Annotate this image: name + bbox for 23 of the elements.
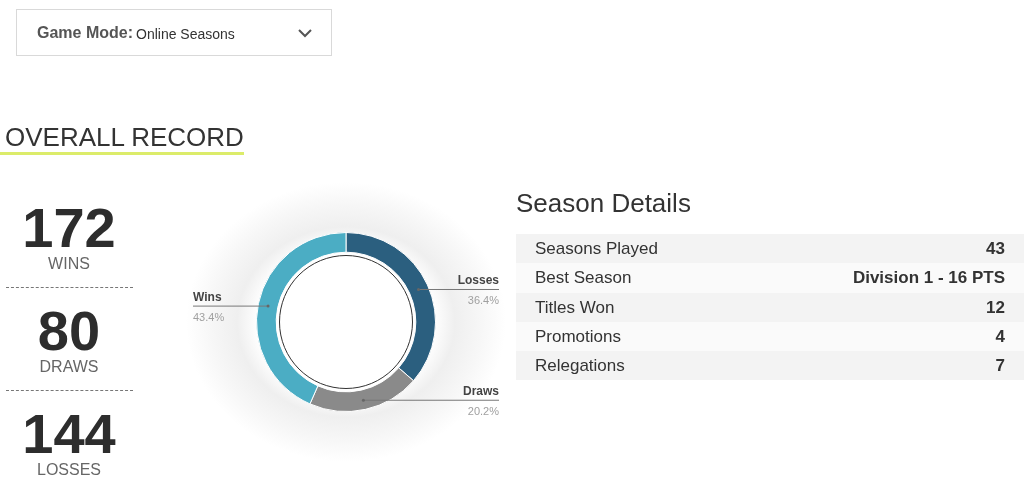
text: Seasons Played: [535, 239, 658, 258]
text: Online Seasons: [136, 26, 235, 42]
data-label: 20.2%: [467, 404, 500, 417]
text: 7: [995, 356, 1005, 376]
text: 43: [986, 239, 1005, 258]
text: 12: [986, 297, 1005, 317]
text: WINS: [47, 255, 91, 272]
text: Relegations: [535, 356, 625, 376]
text: Titles Won: [535, 297, 615, 317]
slice-label: Wins: [193, 289, 222, 304]
text: Season Details: [516, 188, 691, 218]
text: Division 1 - 16 PTS: [852, 268, 1005, 288]
text: 4: [995, 326, 1005, 346]
text: Promotions: [535, 326, 621, 346]
slice-label: Losses: [457, 272, 500, 287]
slice-label: Draws: [462, 383, 500, 398]
text: Best Season: [535, 268, 632, 288]
text: DRAWS: [38, 358, 100, 375]
text: Game Mode:: [37, 24, 134, 41]
data-label: 36.4%: [467, 293, 500, 306]
text: OVERALL RECORD: [5, 122, 244, 152]
text: LOSSES: [36, 461, 102, 478]
data-label: 43.4%: [193, 310, 225, 323]
